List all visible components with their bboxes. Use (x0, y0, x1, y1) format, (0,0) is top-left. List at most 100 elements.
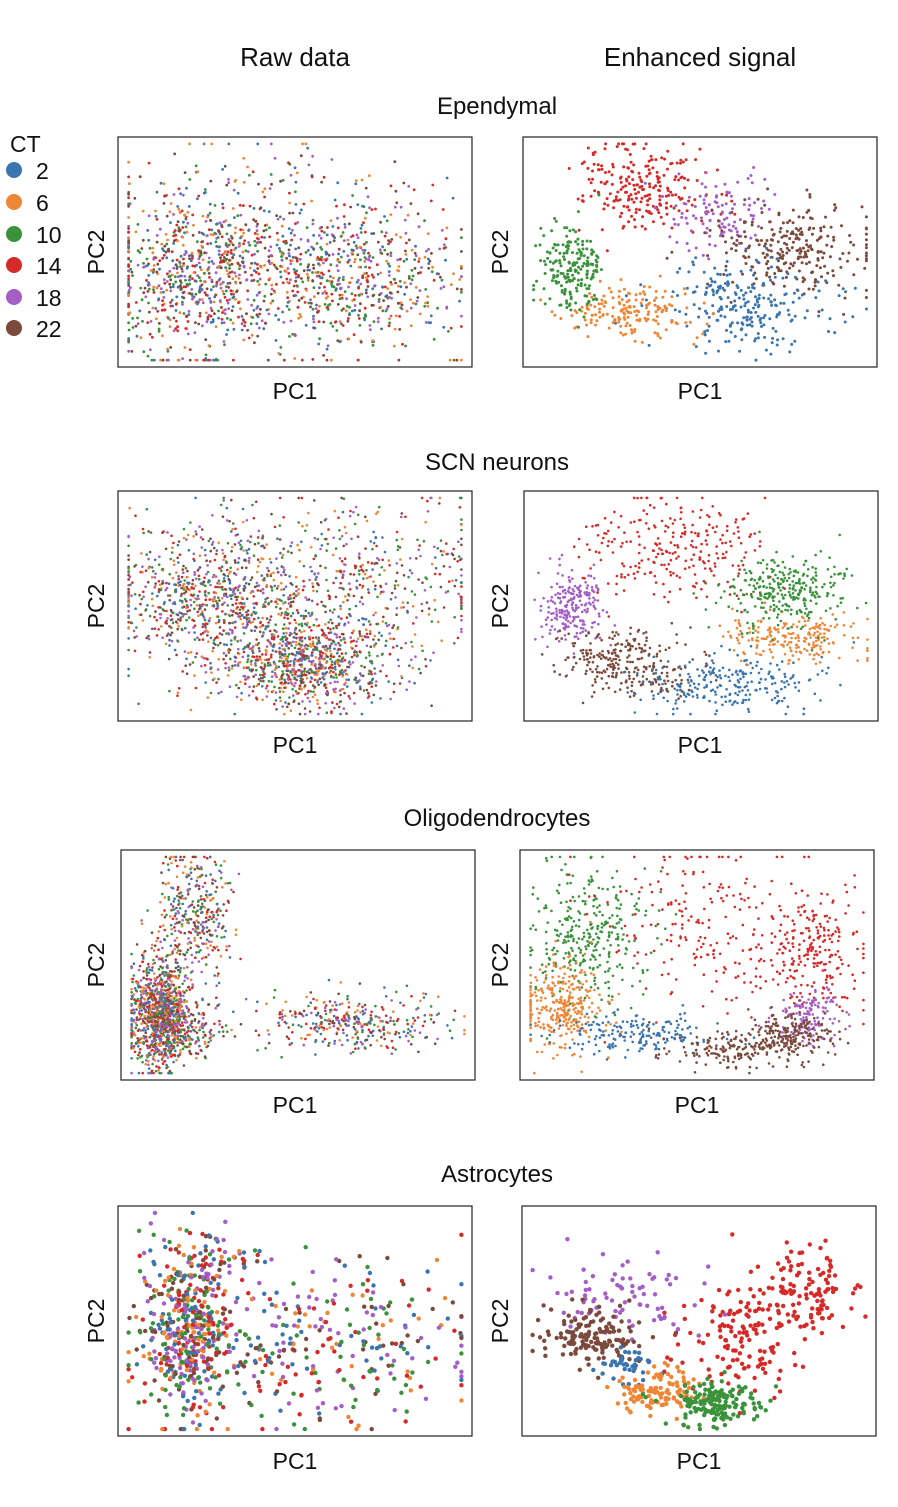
scatter-point (622, 589, 626, 592)
scatter-point (172, 239, 176, 243)
scatter-point (451, 579, 454, 583)
scatter-point (687, 199, 691, 203)
scatter-point (319, 282, 323, 285)
scatter-point (598, 315, 602, 319)
scatter-point (730, 210, 734, 214)
scatter-point (145, 636, 148, 640)
scatter-point (328, 595, 332, 599)
scatter-point (586, 543, 589, 546)
scatter-point (178, 260, 182, 264)
scatter-point (184, 225, 188, 229)
scatter-point (177, 574, 180, 578)
scatter-point (193, 573, 196, 576)
scatter-point (222, 496, 225, 500)
scatter-point (289, 614, 293, 618)
scatter-point (684, 158, 688, 162)
scatter-point (330, 285, 334, 288)
scatter-point (319, 681, 323, 684)
scatter-point (175, 319, 178, 323)
scatter-point (194, 496, 197, 500)
scatter-point (840, 224, 843, 228)
scatter-point (238, 264, 242, 267)
scatter-point (232, 610, 235, 613)
scatter-point (310, 653, 314, 657)
scatter-point (221, 588, 224, 591)
scatter-point (296, 290, 300, 294)
scatter-point (418, 257, 421, 260)
scatter-point (171, 304, 175, 308)
scatter-point (295, 585, 298, 588)
scatter-point (188, 358, 192, 362)
panel-ependymal-raw: PC1 PC2 (83, 136, 473, 404)
scatter-point (194, 577, 198, 581)
scatter-point (348, 222, 351, 226)
scatter-point (221, 290, 225, 293)
scatter-point (318, 706, 321, 710)
scatter-point (731, 224, 735, 228)
scatter-point (212, 285, 215, 288)
scatter-point (252, 308, 256, 312)
scatter-point (292, 661, 296, 665)
scatter-point (364, 547, 367, 550)
scatter-point (345, 542, 348, 546)
scatter-point (611, 306, 615, 310)
scatter-point (282, 662, 286, 665)
scatter-point (851, 315, 855, 319)
scatter-point (329, 654, 333, 658)
scatter-point (209, 242, 213, 245)
scatter-point (373, 634, 377, 638)
scatter-point (363, 272, 366, 275)
scatter-point (769, 300, 773, 303)
scatter-point (615, 582, 618, 586)
scatter-point (779, 269, 783, 273)
scatter-point (411, 274, 415, 278)
scatter-point (273, 702, 276, 706)
scatter-point (220, 565, 224, 568)
scatter-point (252, 645, 255, 648)
scatter-point (183, 650, 187, 653)
scatter-point (265, 583, 269, 587)
scatter-point (558, 259, 562, 262)
scatter-point (829, 225, 833, 229)
scatter-point (184, 664, 187, 667)
scatter-point (287, 641, 291, 645)
scatter-point (192, 593, 196, 596)
scatter-point (729, 194, 733, 198)
scatter-point (142, 595, 145, 598)
scatter-point (415, 616, 418, 619)
scatter-point (580, 162, 584, 166)
scatter-point (320, 229, 324, 233)
scatter-point (240, 566, 244, 569)
scatter-point (644, 522, 648, 525)
scatter-point (233, 271, 237, 275)
scatter-point (282, 217, 286, 221)
scatter-point (205, 320, 209, 324)
scatter-point (212, 604, 216, 607)
scatter-point (622, 204, 626, 208)
scatter-point (191, 618, 194, 622)
scatter-point (198, 604, 202, 607)
scatter-point (438, 502, 441, 505)
scatter-point (372, 638, 375, 641)
scatter-point (643, 316, 647, 320)
scatter-point (672, 217, 676, 221)
scatter-point (397, 664, 401, 668)
scatter-point (158, 583, 162, 587)
scatter-point (333, 509, 337, 513)
scatter-point (154, 256, 158, 260)
scatter-point (247, 617, 251, 620)
scatter-point (232, 358, 235, 362)
scatter-point (352, 639, 356, 643)
scatter-point (179, 265, 182, 269)
scatter-point (313, 678, 317, 682)
scatter-point (179, 284, 182, 287)
scatter-point (388, 652, 392, 656)
scatter-point (317, 669, 320, 673)
scatter-point (182, 613, 186, 616)
scatter-point (185, 186, 188, 190)
scatter-point (257, 541, 260, 545)
scatter-point (621, 541, 624, 545)
scatter-point (154, 209, 157, 213)
scatter-point (359, 340, 363, 344)
scatter-point (362, 221, 365, 225)
